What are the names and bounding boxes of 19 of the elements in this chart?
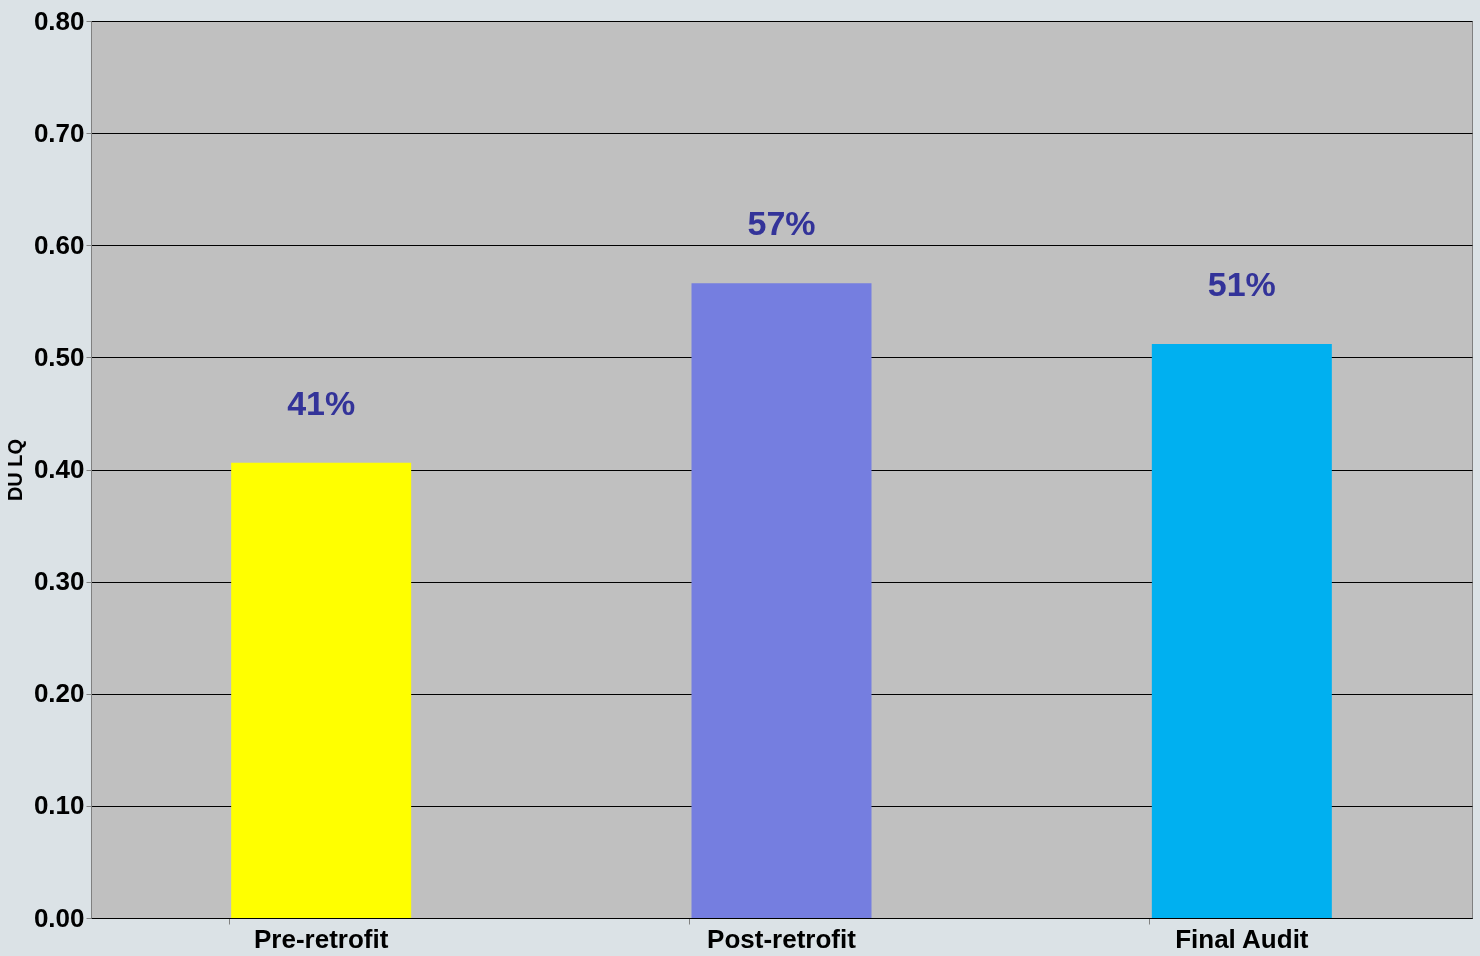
y-tick-label: 0.20	[33, 678, 85, 709]
x-tick-label: Pre-retrofit	[253, 923, 389, 954]
y-axis-title: DU LQ	[3, 438, 26, 502]
bar	[231, 462, 412, 918]
y-tick-label: 0.40	[33, 454, 85, 484]
x-tick-label: Final Audit	[1175, 923, 1309, 954]
data-label: 57%	[747, 204, 816, 243]
y-tick-label: 0.30	[33, 566, 85, 597]
bar	[691, 283, 872, 918]
y-tick-label: 0.10	[33, 790, 85, 821]
data-label: 51%	[1207, 264, 1276, 303]
x-tick-label: Post-retrofit	[707, 923, 857, 954]
y-tick-label: 0.60	[33, 229, 85, 260]
y-tick-label: 0.50	[33, 341, 85, 372]
y-tick-label: 0.70	[33, 117, 85, 148]
y-tick-label: 0.80	[33, 5, 85, 36]
data-label: 41%	[287, 383, 356, 422]
y-tick-label: 0.00	[33, 902, 85, 933]
bar	[1151, 343, 1332, 918]
